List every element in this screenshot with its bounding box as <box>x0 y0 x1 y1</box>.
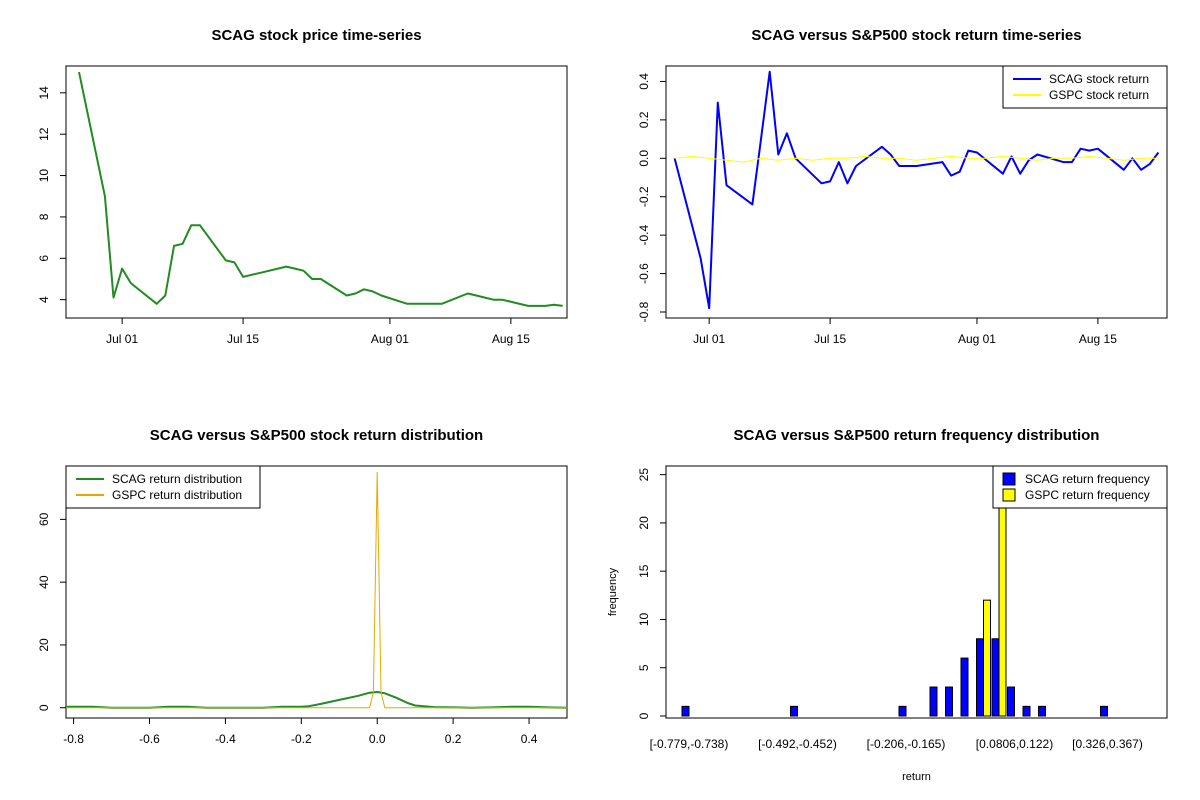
legend-label: SCAG stock return <box>1049 72 1149 86</box>
x-tick-label: Aug 01 <box>958 332 996 346</box>
scag-bar <box>1100 705 1108 717</box>
chart-return-distribution: SCAG versus S&P500 stock return distribu… <box>37 427 568 746</box>
gspc-density-line <box>66 471 567 709</box>
y-tick-label: 4 <box>37 296 51 303</box>
chart-return-frequency: SCAG versus S&P500 return frequency dist… <box>607 427 1168 783</box>
x-tick-label: [0.0806,0.122) <box>976 737 1053 751</box>
y-tick-label: 14 <box>37 86 51 100</box>
y-tick-label: 8 <box>37 213 51 220</box>
x-tick-label: -0.4 <box>215 732 236 746</box>
legend-swatch <box>1002 488 1016 502</box>
x-tick-label: 0.4 <box>521 732 538 746</box>
y-tick-label: 10 <box>637 612 651 626</box>
y-tick-label: 6 <box>37 255 51 262</box>
y-tick-label: -0.6 <box>637 263 651 284</box>
scag-density-line <box>66 691 568 709</box>
y-tick-label: 25 <box>637 468 651 482</box>
scag-bar <box>945 686 953 717</box>
x-axis-label: return <box>902 771 931 783</box>
gspc-return-line <box>674 155 1159 163</box>
x-tick-label: -0.8 <box>63 732 84 746</box>
y-tick-label: 15 <box>637 564 651 578</box>
chart-title: SCAG versus S&P500 stock return time-ser… <box>751 27 1081 44</box>
scag-bar <box>681 705 690 717</box>
legend-box <box>1002 65 1168 109</box>
legend-label: SCAG return frequency <box>1025 472 1150 486</box>
y-tick-label: 60 <box>37 512 51 526</box>
scag-bar <box>991 638 1000 717</box>
x-tick-label: 0.2 <box>445 732 462 746</box>
x-tick-label: -0.6 <box>139 732 160 746</box>
scag-bar <box>960 657 969 717</box>
x-tick-label: [-0.779,-0.738) <box>650 737 729 751</box>
x-tick-label: Jul 01 <box>693 332 725 346</box>
x-tick-label: Jul 15 <box>227 332 259 346</box>
legend-label: SCAG return distribution <box>112 472 242 486</box>
x-tick-label: Aug 01 <box>371 332 409 346</box>
legend-label: GSPC return frequency <box>1025 488 1150 502</box>
scag-bar <box>898 705 907 717</box>
y-tick-label: 0 <box>637 712 651 719</box>
y-tick-label: 10 <box>37 169 51 183</box>
chart-title: SCAG versus S&P500 stock return distribu… <box>150 427 483 444</box>
x-tick-label: 0.0 <box>369 732 386 746</box>
scag-bar <box>1022 705 1031 717</box>
x-tick-label: [0.326,0.367) <box>1072 737 1143 751</box>
y-tick-label: 0.2 <box>637 111 651 128</box>
gspc-bar <box>998 466 1007 717</box>
price-line <box>78 71 563 307</box>
x-tick-label: Jul 15 <box>814 332 846 346</box>
gspc-bar <box>983 599 991 717</box>
plot-frame <box>665 465 1168 719</box>
x-tick-label: Jul 01 <box>106 332 138 346</box>
x-tick-label: Aug 15 <box>1079 332 1117 346</box>
y-tick-label: 40 <box>37 575 51 589</box>
y-axis-label: frequency <box>607 567 619 616</box>
y-tick-label: 5 <box>637 664 651 671</box>
y-tick-label: 0.4 <box>637 73 651 90</box>
bars-group <box>681 466 1108 717</box>
legend-label: GSPC return distribution <box>112 488 242 502</box>
legend-box <box>65 465 261 509</box>
chart-title: SCAG stock price time-series <box>211 27 421 44</box>
chart-title: SCAG versus S&P500 return frequency dist… <box>734 427 1100 444</box>
chart-price-timeseries: SCAG stock price time-series Jul 01 Jul 15… <box>37 27 568 346</box>
scag-bar <box>1007 686 1015 717</box>
plot-frame <box>665 65 1168 319</box>
chart-return-timeseries: SCAG versus S&P500 stock return time-ser… <box>637 27 1168 346</box>
y-tick-label: 12 <box>37 127 51 141</box>
scag-bar <box>929 686 938 717</box>
scag-bar <box>1038 705 1046 717</box>
y-tick-label: 0.0 <box>637 150 651 167</box>
legend-swatch <box>1002 472 1016 486</box>
y-tick-label: 0 <box>37 704 51 711</box>
y-tick-label: 20 <box>37 638 51 652</box>
scag-return-line <box>673 70 1160 310</box>
x-tick-label: Aug 15 <box>492 332 530 346</box>
scag-bar <box>790 705 798 717</box>
plot-frame <box>65 65 568 319</box>
y-tick-label: 20 <box>637 516 651 530</box>
legend-label: GSPC stock return <box>1049 88 1149 102</box>
y-tick-label: -0.8 <box>637 301 651 322</box>
x-tick-label: [-0.492,-0.452) <box>758 737 837 751</box>
y-tick-label: -0.2 <box>637 186 651 207</box>
y-tick-label: -0.4 <box>637 224 651 245</box>
scag-bar <box>976 638 984 717</box>
plot-frame <box>65 465 568 719</box>
legend-box <box>992 465 1168 509</box>
x-tick-label: [-0.206,-0.165) <box>867 737 946 751</box>
x-tick-label: -0.2 <box>291 732 312 746</box>
